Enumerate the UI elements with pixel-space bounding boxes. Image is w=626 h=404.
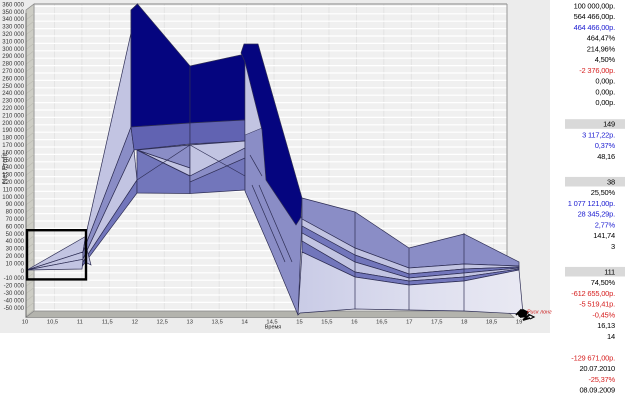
svg-text:330 000: 330 000 — [2, 25, 24, 31]
svg-text:18: 18 — [461, 320, 467, 326]
svg-text:74,50%: 74,50% — [591, 278, 616, 287]
svg-text:17,5: 17,5 — [431, 320, 442, 326]
svg-text:14: 14 — [241, 320, 248, 326]
svg-text:13: 13 — [186, 320, 192, 326]
svg-text:100 000: 100 000 — [2, 195, 24, 201]
svg-text:300 000: 300 000 — [2, 47, 24, 53]
svg-text:70 000: 70 000 — [6, 217, 25, 223]
svg-text:38: 38 — [607, 177, 615, 186]
svg-text:-40 000: -40 000 — [4, 298, 25, 304]
svg-text:08.09.2009: 08.09.2009 — [579, 386, 615, 395]
svg-text:140 000: 140 000 — [2, 165, 24, 171]
svg-text:-5 519,41р.: -5 519,41р. — [579, 300, 615, 309]
svg-text:19: 19 — [516, 320, 522, 326]
svg-text:0: 0 — [21, 269, 25, 275]
svg-text:Риск лонг: Риск лонг — [527, 310, 552, 316]
svg-text:10,5: 10,5 — [47, 320, 58, 326]
svg-text:Net Profit: Net Profit — [0, 152, 9, 184]
svg-text:40 000: 40 000 — [6, 239, 25, 245]
svg-text:-20 000: -20 000 — [4, 284, 25, 290]
svg-text:12: 12 — [132, 320, 138, 326]
svg-text:16: 16 — [351, 320, 357, 326]
svg-text:14,5: 14,5 — [266, 320, 277, 326]
svg-text:310 000: 310 000 — [2, 39, 24, 45]
svg-text:10 000: 10 000 — [6, 261, 25, 267]
svg-text:20 000: 20 000 — [6, 254, 25, 260]
svg-text:18,5: 18,5 — [486, 320, 497, 326]
svg-text:11: 11 — [77, 320, 83, 326]
svg-text:-50 000: -50 000 — [4, 306, 25, 312]
svg-text:170 000: 170 000 — [2, 143, 24, 149]
svg-text:16,13: 16,13 — [597, 321, 615, 330]
svg-text:15,5: 15,5 — [321, 320, 332, 326]
svg-text:214,96%: 214,96% — [587, 44, 616, 53]
svg-text:0,37%: 0,37% — [595, 141, 616, 150]
svg-text:180 000: 180 000 — [2, 136, 24, 142]
svg-text:130 000: 130 000 — [2, 173, 24, 179]
svg-text:120 000: 120 000 — [2, 180, 24, 186]
svg-text:564 466,00р.: 564 466,00р. — [574, 12, 616, 21]
svg-text:190 000: 190 000 — [2, 128, 24, 134]
svg-text:110 000: 110 000 — [3, 187, 25, 193]
svg-text:160 000: 160 000 — [2, 150, 24, 156]
svg-text:12,5: 12,5 — [157, 320, 168, 326]
svg-text:48,16: 48,16 — [597, 152, 615, 161]
svg-text:13,5: 13,5 — [212, 320, 223, 326]
svg-text:2,77%: 2,77% — [595, 220, 616, 229]
svg-text:90 000: 90 000 — [6, 202, 25, 208]
svg-text:17: 17 — [406, 320, 412, 326]
svg-text:25,50%: 25,50% — [591, 188, 616, 197]
svg-text:20.07.2010: 20.07.2010 — [579, 364, 615, 373]
svg-text:0,00р.: 0,00р. — [595, 87, 615, 96]
svg-text:230 000: 230 000 — [2, 99, 24, 105]
svg-text:220 000: 220 000 — [2, 106, 24, 112]
svg-text:464 466,00р.: 464 466,00р. — [574, 23, 616, 32]
svg-text:111: 111 — [604, 267, 615, 276]
svg-text:141,74: 141,74 — [593, 231, 615, 240]
svg-text:60 000: 60 000 — [6, 224, 25, 230]
svg-text:260 000: 260 000 — [2, 76, 24, 82]
svg-text:0,00р.: 0,00р. — [595, 98, 615, 107]
svg-text:464,47%: 464,47% — [587, 34, 616, 43]
svg-text:14: 14 — [607, 332, 615, 341]
svg-text:-0,45%: -0,45% — [592, 310, 615, 319]
svg-text:11,5: 11,5 — [102, 320, 113, 326]
svg-text:10: 10 — [22, 320, 28, 326]
svg-text:-2 376,00р.: -2 376,00р. — [579, 66, 615, 75]
svg-text:280 000: 280 000 — [2, 62, 24, 68]
svg-text:-10 000: -10 000 — [4, 276, 25, 282]
svg-text:290 000: 290 000 — [2, 54, 24, 60]
svg-text:250 000: 250 000 — [2, 84, 24, 90]
svg-text:320 000: 320 000 — [2, 32, 24, 38]
svg-text:350 000: 350 000 — [2, 10, 24, 16]
svg-text:-612 655,00р.: -612 655,00р. — [571, 289, 615, 298]
svg-text:150 000: 150 000 — [2, 158, 24, 164]
svg-text:210 000: 210 000 — [2, 113, 24, 119]
svg-text:1 077 121,00р.: 1 077 121,00р. — [568, 199, 615, 208]
svg-text:30 000: 30 000 — [6, 247, 25, 253]
svg-text:Время: Время — [265, 325, 282, 331]
svg-text:-25,37%: -25,37% — [588, 375, 615, 384]
svg-text:16,5: 16,5 — [376, 320, 387, 326]
svg-text:240 000: 240 000 — [2, 91, 24, 97]
svg-text:50 000: 50 000 — [6, 232, 25, 238]
svg-text:149: 149 — [603, 120, 615, 129]
svg-text:100 000,00р.: 100 000,00р. — [574, 1, 616, 10]
svg-text:0,00р.: 0,00р. — [595, 77, 615, 86]
svg-text:270 000: 270 000 — [2, 69, 24, 75]
svg-text:-30 000: -30 000 — [4, 291, 25, 297]
svg-text:80 000: 80 000 — [6, 210, 25, 216]
svg-text:15: 15 — [296, 320, 302, 326]
svg-text:340 000: 340 000 — [2, 17, 24, 23]
svg-text:-129 671,00р.: -129 671,00р. — [571, 353, 615, 362]
svg-text:200 000: 200 000 — [2, 121, 24, 127]
svg-text:360 000: 360 000 — [2, 2, 24, 8]
svg-text:4,50%: 4,50% — [595, 55, 616, 64]
svg-text:3 117,22р.: 3 117,22р. — [582, 130, 615, 139]
svg-text:28 345,29р.: 28 345,29р. — [578, 210, 616, 219]
svg-text:3: 3 — [611, 242, 615, 251]
